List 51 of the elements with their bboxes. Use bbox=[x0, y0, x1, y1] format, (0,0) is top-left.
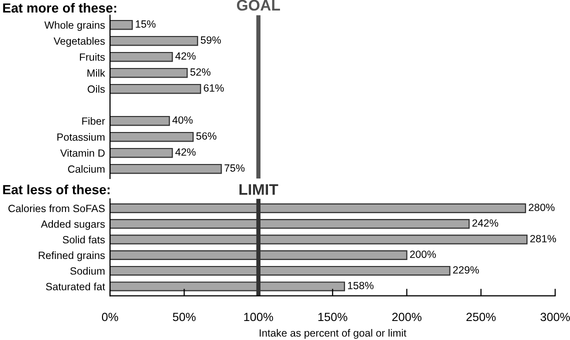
x-tick-label: 100% bbox=[244, 312, 274, 322]
data-label: 200% bbox=[410, 250, 436, 258]
y-tick-label: Milk bbox=[87, 69, 106, 77]
y-tick-label: Solid fats bbox=[62, 236, 105, 244]
bar bbox=[110, 20, 133, 30]
data-label: 52% bbox=[190, 68, 210, 76]
ref-line-label: GOAL bbox=[236, 0, 280, 11]
data-label: 59% bbox=[200, 36, 221, 44]
bar bbox=[110, 52, 173, 62]
x-axis-title: Intake as percent of goal or limit bbox=[260, 329, 406, 339]
data-label: 40% bbox=[172, 116, 193, 124]
chart-title: Eat less of these: bbox=[3, 184, 110, 194]
bar bbox=[110, 164, 222, 174]
y-tick-label: Fiber bbox=[82, 117, 105, 125]
data-label: 280% bbox=[528, 204, 555, 212]
y-tick-label: Calories from SoFAS bbox=[8, 204, 105, 212]
data-label: 281% bbox=[530, 234, 556, 242]
data-label: 42% bbox=[175, 52, 196, 60]
data-label: 75% bbox=[224, 164, 245, 172]
bar bbox=[110, 132, 194, 142]
data-label: 229% bbox=[453, 266, 479, 274]
data-label: 158% bbox=[348, 282, 374, 290]
bar bbox=[110, 68, 188, 78]
bar bbox=[110, 148, 173, 158]
y-tick-label: Sodium bbox=[70, 267, 104, 275]
y-tick-label: Oils bbox=[88, 85, 105, 93]
x-tick-label: 50% bbox=[172, 312, 196, 322]
data-label: 15% bbox=[136, 20, 156, 28]
y-tick-label: Whole grains bbox=[44, 21, 105, 31]
bar bbox=[110, 116, 170, 126]
y-tick-label: Refined grains bbox=[38, 251, 105, 262]
ref-line-label: LIMIT bbox=[239, 184, 278, 195]
chart-title: Eat more of these: bbox=[3, 2, 116, 13]
y-tick-label: Calcium bbox=[68, 165, 104, 173]
data-label: 61% bbox=[204, 84, 224, 92]
y-tick-label: Saturated fat bbox=[46, 282, 106, 290]
y-tick-label: Vegetables bbox=[54, 37, 105, 47]
data-label: 56% bbox=[196, 132, 216, 140]
x-tick-label: 250% bbox=[466, 312, 496, 322]
y-tick-label: Vitamin D bbox=[60, 149, 105, 157]
data-label: 242% bbox=[472, 219, 498, 227]
x-tick-label: 300% bbox=[540, 312, 570, 322]
bar bbox=[110, 84, 202, 94]
x-tick-label: 150% bbox=[318, 312, 348, 322]
x-tick-label: 0% bbox=[102, 312, 118, 322]
x-tick-label: 200% bbox=[392, 312, 422, 322]
y-tick-label: Added sugars bbox=[40, 220, 105, 230]
y-tick-label: Potassium bbox=[57, 133, 104, 141]
y-tick-label: Fruits bbox=[80, 53, 105, 61]
bar bbox=[110, 36, 198, 46]
data-label: 42% bbox=[175, 148, 196, 156]
